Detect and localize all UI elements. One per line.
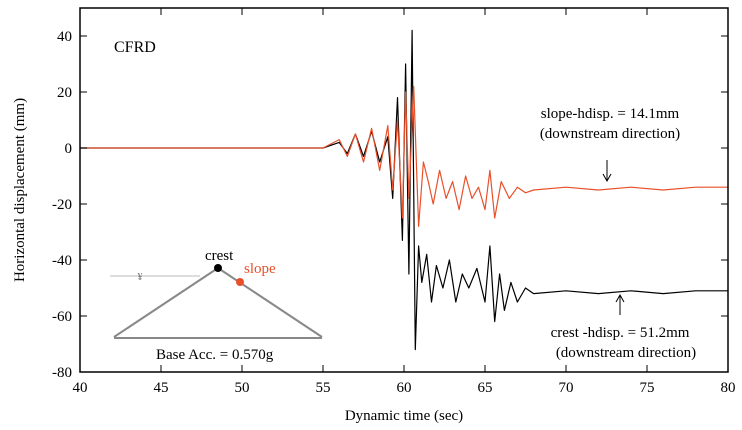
x-tick-label: 65 [478, 380, 493, 396]
y-tick-label: -80 [52, 365, 72, 381]
y-tick-label: -40 [52, 253, 72, 269]
y-tick-label: 40 [57, 29, 72, 45]
inset-water-marker: ¥ [138, 272, 143, 283]
x-axis-label: Dynamic time (sec) [345, 408, 463, 424]
inset-slope-label: slope [244, 261, 276, 277]
crest-annotation-arrowhead [615, 293, 625, 303]
y-tick-label: -60 [52, 309, 72, 325]
x-tick-label: 45 [154, 380, 169, 396]
inset-dam-outline [113, 266, 323, 338]
x-tick-label: 75 [640, 380, 655, 396]
inset-crest-point [214, 264, 222, 272]
x-tick-label: 70 [559, 380, 574, 396]
y-tick-label: 20 [57, 85, 72, 101]
series-line-crest [80, 29, 728, 351]
inset-base-label: Base Acc. = 0.570g [156, 347, 274, 363]
inset-slope-point [236, 278, 244, 286]
y-ticks: -80 -60 -40 -20 0 20 40 [52, 29, 728, 381]
x-tick-label: 60 [397, 380, 412, 396]
slope-annotation-arrowhead [602, 173, 612, 183]
x-tick-label: 55 [316, 380, 331, 396]
crest-annotation-direction: (downstream direction) [556, 345, 696, 361]
crest-annotation-value: crest -hdisp. = 51.2mm [551, 325, 690, 341]
slope-annotation-direction: (downstream direction) [540, 126, 680, 142]
plot-frame [79, 7, 729, 373]
y-tick-label: -20 [52, 197, 72, 213]
dam-inset: ¥ crest slope Base Acc. = 0.570g [110, 248, 323, 363]
y-axis-label: Horizontal displacement (mm) [12, 98, 28, 282]
x-ticks: 40 45 50 55 60 65 70 75 80 [73, 8, 736, 396]
cfrd-label: CFRD [114, 39, 156, 56]
inset-crest-label: crest [205, 248, 234, 264]
y-tick-label: 0 [65, 141, 73, 157]
series-line-slope [80, 85, 728, 227]
plot-lines [80, 29, 728, 351]
slope-annotation-value: slope-hdisp. = 14.1mm [541, 106, 680, 122]
x-tick-label: 50 [235, 380, 250, 396]
x-tick-label: 40 [73, 380, 88, 396]
x-tick-label: 80 [721, 380, 736, 396]
